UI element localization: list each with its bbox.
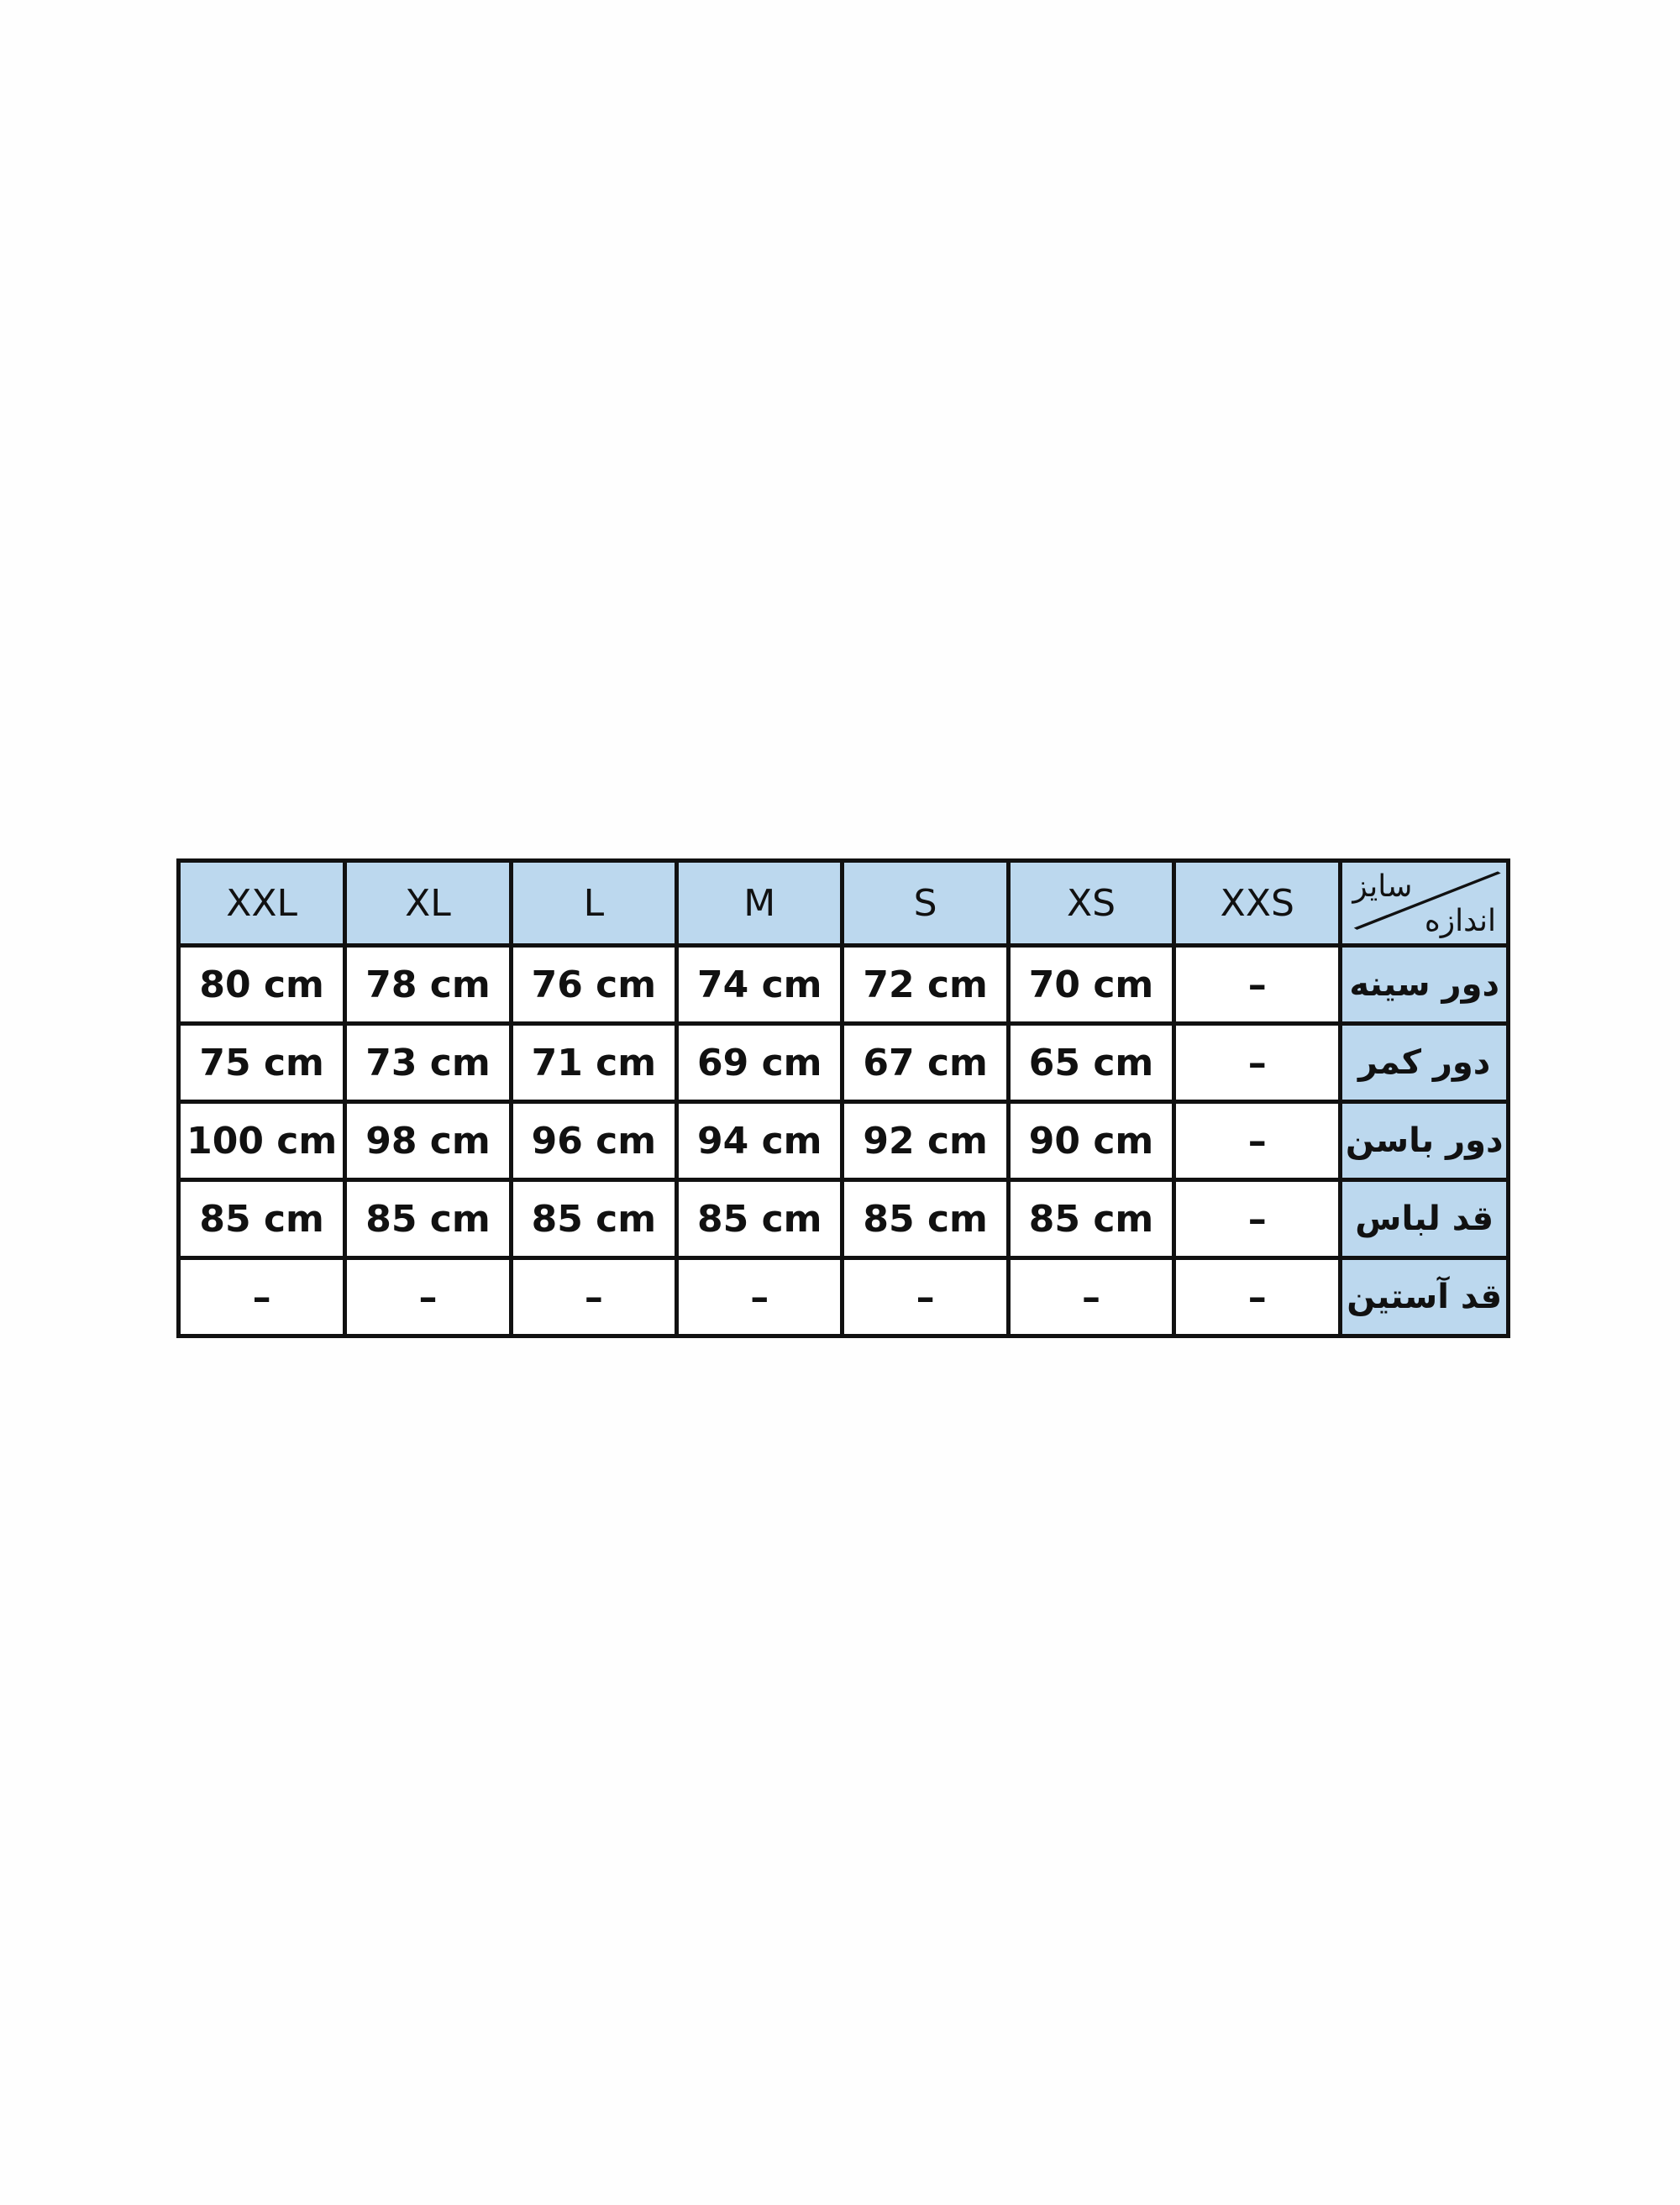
size-header: L bbox=[508, 858, 680, 948]
size-header: M bbox=[675, 858, 845, 948]
table-row: – – – – – – – قد آستین bbox=[176, 1256, 1510, 1338]
measure-cell: 70 cm bbox=[1005, 943, 1177, 1026]
measure-cell: 76 cm bbox=[508, 943, 680, 1026]
row-label: قد آستین bbox=[1338, 1256, 1510, 1338]
measure-cell: – bbox=[1172, 1256, 1343, 1338]
measure-cell: – bbox=[1172, 1100, 1343, 1182]
measure-cell: 69 cm bbox=[675, 1021, 845, 1104]
measure-cell: 98 cm bbox=[343, 1100, 513, 1182]
measure-cell: 65 cm bbox=[1005, 1021, 1177, 1104]
measure-cell: 72 cm bbox=[840, 943, 1011, 1026]
measure-cell: 85 cm bbox=[675, 1178, 845, 1260]
measure-cell: – bbox=[176, 1256, 348, 1338]
measure-cell: 74 cm bbox=[675, 943, 845, 1026]
measure-cell: 85 cm bbox=[343, 1178, 513, 1260]
size-header: S bbox=[840, 858, 1011, 948]
measure-cell: 67 cm bbox=[840, 1021, 1011, 1104]
table-row: 75 cm 73 cm 71 cm 69 cm 67 cm 65 cm – دور کمر bbox=[176, 1021, 1510, 1104]
measure-cell: – bbox=[840, 1256, 1011, 1338]
measure-cell: 96 cm bbox=[508, 1100, 680, 1182]
measure-cell: – bbox=[675, 1256, 845, 1338]
size-chart-table: XXL XL L M S XS XXS سایز اندازه 80 cm 78 … bbox=[176, 858, 1510, 1338]
measure-cell: 85 cm bbox=[508, 1178, 680, 1260]
row-label: دور کمر bbox=[1338, 1021, 1510, 1104]
measure-cell: 78 cm bbox=[343, 943, 513, 1026]
measure-cell: 100 cm bbox=[176, 1100, 348, 1182]
table-row: 85 cm 85 cm 85 cm 85 cm 85 cm 85 cm – قد لباس bbox=[176, 1178, 1510, 1260]
size-header: XS bbox=[1005, 858, 1177, 948]
measure-cell: 85 cm bbox=[840, 1178, 1011, 1260]
size-header: XXS bbox=[1172, 858, 1343, 948]
corner-size-label: سایز bbox=[1352, 869, 1413, 904]
measure-cell: – bbox=[508, 1256, 680, 1338]
measure-cell: 85 cm bbox=[176, 1178, 348, 1260]
measure-cell: 75 cm bbox=[176, 1021, 348, 1104]
header-row: XXL XL L M S XS XXS سایز اندازه bbox=[176, 858, 1510, 948]
measure-cell: 92 cm bbox=[840, 1100, 1011, 1182]
size-header: XL bbox=[343, 858, 513, 948]
measure-cell: 90 cm bbox=[1005, 1100, 1177, 1182]
measure-cell: – bbox=[1005, 1256, 1177, 1338]
table-row: 100 cm 98 cm 96 cm 94 cm 92 cm 90 cm – دور باسن bbox=[176, 1100, 1510, 1182]
row-label: دور سینه bbox=[1338, 943, 1510, 1026]
size-header: XXL bbox=[176, 858, 348, 948]
measure-cell: – bbox=[1172, 943, 1343, 1026]
table-row: 80 cm 78 cm 76 cm 74 cm 72 cm 70 cm – دور سینه bbox=[176, 943, 1510, 1026]
measure-cell: 94 cm bbox=[675, 1100, 845, 1182]
measure-cell: – bbox=[1172, 1021, 1343, 1104]
corner-cell: سایز اندازه bbox=[1338, 858, 1510, 948]
diagonal-divider bbox=[1354, 871, 1502, 930]
row-label: قد لباس bbox=[1338, 1178, 1510, 1260]
row-label: دور باسن bbox=[1338, 1100, 1510, 1182]
measure-cell: 80 cm bbox=[176, 943, 348, 1026]
measure-cell: 71 cm bbox=[508, 1021, 680, 1104]
measure-cell: 73 cm bbox=[343, 1021, 513, 1104]
corner-measure-label: اندازه bbox=[1424, 904, 1496, 938]
measure-cell: 85 cm bbox=[1005, 1178, 1177, 1260]
measure-cell: – bbox=[1172, 1178, 1343, 1260]
measure-cell: – bbox=[343, 1256, 513, 1338]
